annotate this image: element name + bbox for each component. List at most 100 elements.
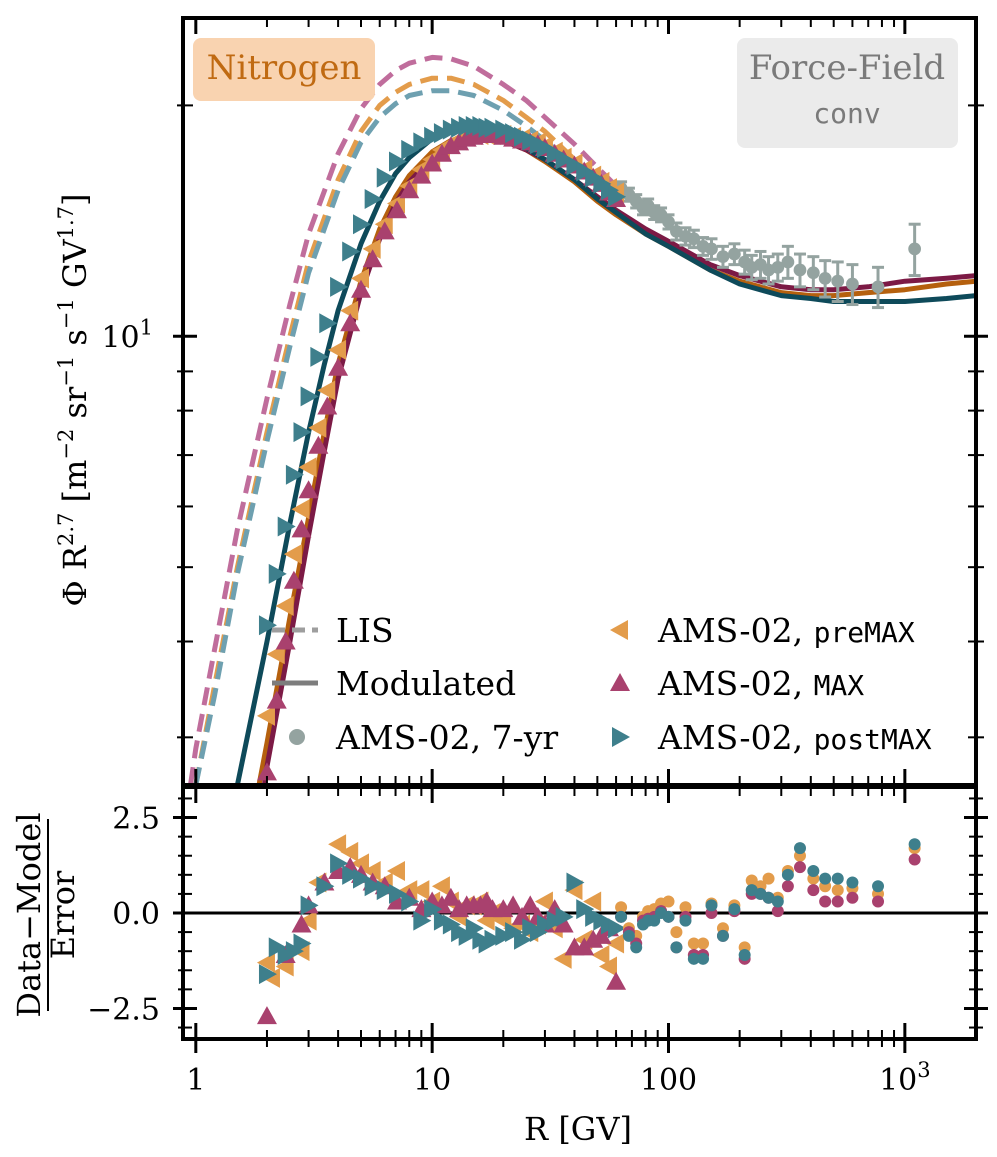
residual-point xyxy=(781,880,794,893)
residual-point xyxy=(440,887,461,906)
data-point xyxy=(846,277,859,291)
data-point xyxy=(716,250,730,264)
residual-point xyxy=(293,933,312,954)
data-point xyxy=(308,417,327,438)
residual-point xyxy=(300,895,319,916)
data-point xyxy=(268,563,287,584)
data-point xyxy=(310,346,329,367)
residual-point xyxy=(793,861,806,874)
x-tick-label-1: 1 xyxy=(186,1063,205,1098)
residual-point xyxy=(648,914,661,927)
residual-point xyxy=(630,941,643,954)
residual-point xyxy=(771,895,784,908)
data-point xyxy=(389,151,408,172)
residual-point xyxy=(745,874,758,887)
residual-point xyxy=(330,853,349,874)
residual-point xyxy=(566,872,585,893)
residual-point xyxy=(716,929,729,942)
residual-point xyxy=(819,895,832,908)
axis-ticks xyxy=(173,18,988,1053)
legend-label-lis: LIS xyxy=(336,611,394,650)
data-point xyxy=(317,396,338,415)
residual-point xyxy=(670,926,683,939)
residual-point xyxy=(298,910,317,931)
residual-point xyxy=(697,937,710,950)
data-point xyxy=(283,544,302,565)
data-point xyxy=(328,357,349,376)
data-point xyxy=(283,570,304,589)
residual-point xyxy=(831,872,844,885)
legend-label-premax: AMS-02, preMAX xyxy=(657,611,915,650)
residual-point xyxy=(615,910,628,923)
residual-point xyxy=(781,868,794,881)
data-point xyxy=(793,263,807,277)
legend-entry-modulated: Modulated xyxy=(272,664,516,703)
residual-point xyxy=(387,861,406,881)
res-tick-label-2.5: 2.5 xyxy=(112,802,160,837)
y-tick-label-10: 101 xyxy=(101,315,153,355)
residual-point xyxy=(872,895,885,908)
residual-point xyxy=(495,925,514,946)
legend-entry-7yr: AMS-02, 7-yr xyxy=(289,718,558,757)
data-point xyxy=(662,215,675,229)
residual-point xyxy=(353,868,372,889)
x-tick-labels: 1 10 100 103 xyxy=(186,1058,930,1098)
residual-point xyxy=(872,880,885,893)
data-point xyxy=(374,221,395,240)
data-point xyxy=(413,132,432,153)
residual-point xyxy=(256,1006,277,1025)
data-point xyxy=(317,380,336,401)
data-point xyxy=(351,279,372,298)
residual-denominator: Error xyxy=(44,870,82,959)
data-point xyxy=(275,595,294,616)
data-point xyxy=(308,435,329,454)
residual-point xyxy=(728,903,741,916)
residual-point xyxy=(687,952,700,965)
residual-point xyxy=(376,880,395,901)
residual-point xyxy=(771,905,784,918)
legend-entry-postmax: AMS-02, postMAX xyxy=(612,718,932,757)
data-point xyxy=(298,480,319,499)
legend-label-postmax: AMS-02, postMAX xyxy=(657,718,932,757)
residual-point xyxy=(536,914,555,935)
x-tick-label-100: 100 xyxy=(640,1063,697,1098)
series-line-1 xyxy=(188,54,618,785)
residual-point xyxy=(258,964,277,985)
data-point xyxy=(376,167,395,188)
residual-point xyxy=(424,899,443,920)
element-badge-bg xyxy=(193,38,375,101)
residual-point xyxy=(807,865,820,877)
data-point xyxy=(495,119,514,140)
residual-point xyxy=(662,895,675,908)
legend-swatch-7yr xyxy=(289,729,305,745)
residual-point xyxy=(316,876,335,897)
data-point xyxy=(422,153,443,172)
residual-point xyxy=(431,876,450,897)
data-point xyxy=(401,139,420,160)
legend-swatch-max xyxy=(610,673,630,691)
residual-point xyxy=(622,929,635,942)
residual-point xyxy=(512,906,533,925)
data-point xyxy=(266,690,287,709)
legend-swatch-premax xyxy=(610,620,628,640)
top-y-axis-title: Φ R2.7 [m−2 sr−1 s−1 GV1.7] xyxy=(54,193,94,606)
series-line-5 xyxy=(234,127,976,785)
data-point xyxy=(340,300,359,321)
residual-point xyxy=(503,895,524,914)
residual-point xyxy=(819,872,832,885)
residual-point xyxy=(846,876,859,889)
residual-point xyxy=(831,895,844,908)
residual-point xyxy=(705,899,718,912)
data-point xyxy=(351,268,370,289)
legend: LIS Modulated AMS-02, 7-yr AMS-02, preMA… xyxy=(272,611,932,757)
data-point xyxy=(256,762,277,781)
residual-point xyxy=(351,853,370,874)
residual-point xyxy=(364,876,383,897)
data-point xyxy=(555,149,574,170)
residual-point xyxy=(291,914,312,933)
residual-point xyxy=(762,891,775,904)
data-point xyxy=(364,189,383,210)
residual-point xyxy=(362,861,381,881)
residual-point xyxy=(762,872,775,885)
